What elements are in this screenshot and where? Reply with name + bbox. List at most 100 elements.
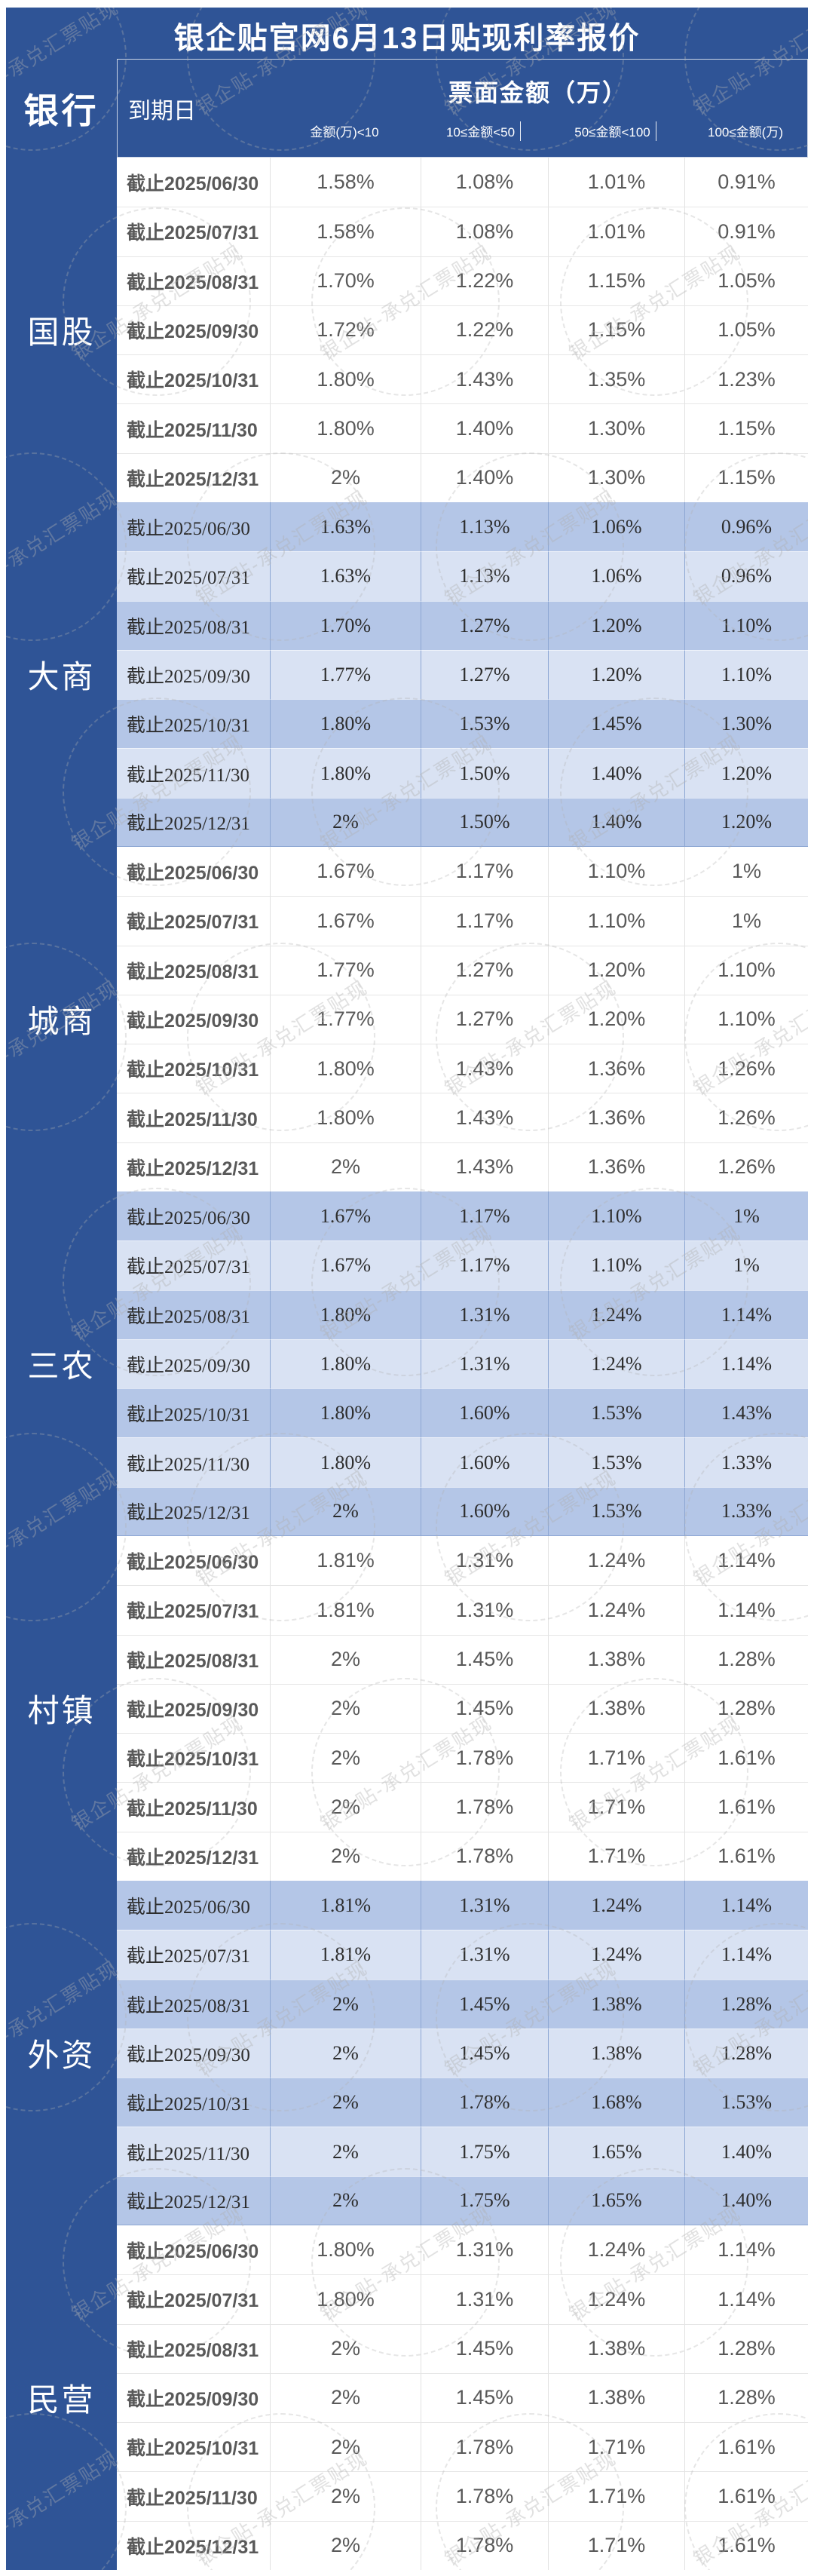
rate-cell: 1.14% [684,2274,808,2324]
rate-cell: 2% [270,2028,421,2078]
rate-cell: 2% [270,1634,421,1684]
bank-type-label: 三农 [6,1191,117,1536]
rate-cell: 1.10% [548,1191,684,1241]
rate-cell: 1.14% [684,1880,808,1930]
amount-range-header: 100≤金额(万) [707,125,784,140]
rate-cell: 1.80% [270,748,421,798]
rate-cell: 1.60% [421,1437,548,1487]
maturity-date-cell: 截止2025/08/31 [117,2323,270,2373]
rate-cell: 2% [270,2471,421,2521]
rate-cell: 1.36% [548,1093,684,1142]
rate-cell: 1.80% [270,2225,421,2275]
rate-cell: 1.31% [421,1585,548,1635]
rate-cell: 1.40% [548,748,684,798]
rate-cell: 1.08% [421,158,548,207]
rate-cell: 1.36% [548,1044,684,1093]
rate-cell: 1.58% [270,158,421,207]
maturity-date-cell: 截止2025/10/31 [117,1733,270,1783]
maturity-date-cell: 截止2025/12/31 [117,2176,270,2225]
rate-cell: 1.77% [270,994,421,1044]
rate-cell: 1.27% [421,994,548,1044]
rate-cell: 1.20% [548,600,684,650]
rate-cell: 1.35% [548,354,684,404]
maturity-date-cell: 截止2025/10/31 [117,354,270,404]
rate-cell: 1.26% [684,1142,808,1191]
rate-cell: 1% [684,846,808,897]
rate-cell: 1.40% [684,2127,808,2176]
amount-range-row: 金额(万)<10 10≤金额<50 50≤金额<100 100≤金额(万) [269,116,807,157]
rate-cell: 1.24% [548,1585,684,1635]
rate-cell: 1.23% [684,354,808,404]
rate-cell: 1.43% [421,354,548,404]
maturity-date-cell: 截止2025/06/30 [117,1880,270,1930]
rate-cell: 1.38% [548,2372,684,2423]
rate-cell: 1.72% [270,305,421,355]
rate-cell: 1% [684,1191,808,1241]
rate-cell: 1.45% [421,2028,548,2078]
rate-cell: 1.24% [548,1339,684,1389]
rate-cell: 1.71% [548,1782,684,1832]
rate-cell: 2% [270,2372,421,2423]
rate-cell: 2% [270,1979,421,2029]
rate-cell: 1.67% [270,896,421,946]
maturity-date-cell: 截止2025/07/31 [117,1585,270,1635]
maturity-date-cell: 截止2025/12/31 [117,452,270,502]
rate-cell: 1.67% [270,1191,421,1241]
rate-cell: 1.24% [548,1930,684,1980]
rate-cell: 1.80% [270,1388,421,1438]
maturity-date-cell: 截止2025/10/31 [117,699,270,749]
rate-cell: 1.75% [421,2176,548,2225]
rate-cell: 1.45% [421,2323,548,2373]
rate-cell: 1.17% [421,896,548,946]
rate-cell: 1.63% [270,501,421,552]
rate-cell: 1.65% [548,2176,684,2225]
rate-cell: 1.80% [270,1044,421,1093]
rate-cell: 1.06% [548,501,684,552]
maturity-date-cell: 截止2025/12/31 [117,1831,270,1881]
rate-cell: 1% [684,896,808,946]
rate-cell: 1.30% [548,403,684,453]
maturity-date-cell: 截止2025/12/31 [117,1486,270,1536]
maturity-date-cell: 截止2025/06/30 [117,1191,270,1241]
amount-range-header: 10≤金额<50 [420,121,547,152]
rate-cell: 1.06% [548,551,684,601]
rate-cell: 1.40% [684,2176,808,2225]
maturity-date-cell: 截止2025/09/30 [117,649,270,700]
rate-cell: 1.20% [548,649,684,700]
rate-cell: 1.61% [684,2471,808,2521]
rate-cell: 1.17% [421,1240,548,1290]
maturity-date-cell: 截止2025/07/31 [117,1240,270,1290]
rate-cell: 1.63% [270,551,421,601]
rate-cell: 1.20% [548,994,684,1044]
rate-cell: 1.80% [270,2274,421,2324]
rate-cell: 2% [270,1782,421,1832]
bank-type-label: 大商 [6,501,117,847]
maturity-date-cell: 截止2025/11/30 [117,403,270,453]
rate-cell: 1.78% [421,1782,548,1832]
rate-cell: 1.33% [684,1486,808,1536]
maturity-date-cell: 截止2025/08/31 [117,1979,270,2029]
maturity-date-cell: 截止2025/08/31 [117,256,270,305]
rate-cell: 1.50% [421,797,548,847]
maturity-date-cell: 截止2025/11/30 [117,1437,270,1487]
rate-cell: 1.45% [421,1683,548,1734]
maturity-date-cell: 截止2025/10/31 [117,2422,270,2472]
rate-cell: 0.96% [684,501,808,552]
rate-cell: 1.27% [421,649,548,700]
maturity-date-cell: 截止2025/09/30 [117,2028,270,2078]
rate-cell: 1.28% [684,1683,808,1734]
face-amount-header-group: 票面金额（万） 金额(万)<10 10≤金额<50 50≤金额<100 100≤… [269,60,807,157]
rate-cell: 1.80% [270,699,421,749]
rate-cell: 1.22% [421,256,548,305]
rate-cell: 1.68% [548,2078,684,2127]
maturity-date-cell: 截止2025/09/30 [117,2372,270,2423]
rate-cell: 1.78% [421,1733,548,1783]
rate-cell: 1.78% [421,2471,548,2521]
rate-cell: 1.31% [421,1880,548,1930]
rate-cell: 1.60% [421,1486,548,1536]
rate-cell: 1.38% [548,2323,684,2373]
rate-cell: 1.20% [548,945,684,995]
rate-cell: 1.81% [270,1585,421,1635]
rate-cell: 1.05% [684,256,808,305]
maturity-date-cell: 截止2025/06/30 [117,158,270,207]
